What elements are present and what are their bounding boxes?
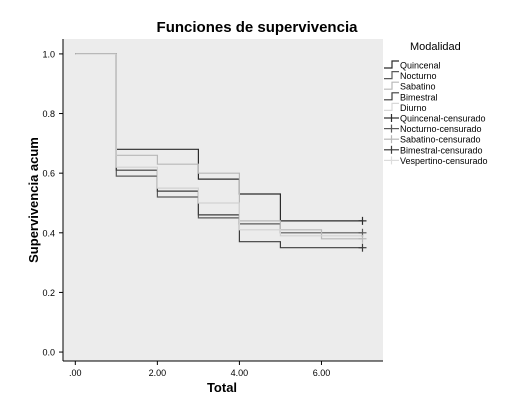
x-tick-label: 6.00 <box>313 368 331 378</box>
y-tick-label: 1.0 <box>42 49 55 59</box>
legend-item: Nocturno-censurado <box>384 124 482 134</box>
y-tick-label: 0.0 <box>42 348 55 358</box>
legend-step-icon <box>384 102 399 111</box>
plot-background <box>63 39 383 361</box>
y-tick-label: 0.4 <box>42 228 55 238</box>
censor-marker-quincenal-censurado <box>358 216 367 225</box>
series-line-diurno <box>75 53 363 237</box>
y-tick-label: 0.8 <box>42 109 55 119</box>
series-lines <box>75 53 363 249</box>
legend-label: Sabatino-censurado <box>400 135 481 145</box>
legend-item: Nocturno <box>384 71 437 81</box>
legend-label: Quincenal-censurado <box>400 114 486 124</box>
legend-item: Vespertino-censurado <box>384 156 488 166</box>
legend-item: Sabatino <box>384 81 436 92</box>
legend-label: Quincenal <box>400 61 441 71</box>
legend-step-icon <box>384 81 399 90</box>
censored-markers <box>358 216 367 252</box>
legend-title: Modalidad <box>410 41 461 53</box>
censor-marker-sabatino-censurado <box>358 234 367 243</box>
x-axis-label: Total <box>207 380 237 395</box>
legend-label: Nocturno <box>400 71 437 81</box>
chart-title: Funciones de supervivencia <box>157 19 359 36</box>
legend-item: Diurno <box>384 102 427 113</box>
series-line-sabatino <box>75 53 363 240</box>
legend-item: Quincenal <box>384 60 441 71</box>
legend-label: Sabatino <box>400 82 436 92</box>
x-tick-label: 2.00 <box>149 368 167 378</box>
legend-label: Diurno <box>400 103 427 113</box>
y-tick-label: 0.2 <box>42 288 55 298</box>
legend-item: Quincenal-censurado <box>384 114 486 124</box>
legend-label: Bimestral-censurado <box>400 145 483 155</box>
y-axis-label: Supervivencia acum <box>26 137 41 263</box>
legend-step-icon <box>384 92 399 101</box>
legend-label: Vespertino-censurado <box>400 156 488 166</box>
y-tick-label: 0.6 <box>42 169 55 179</box>
censor-marker-bimestral-censurado <box>358 243 367 252</box>
legend-label: Nocturno-censurado <box>400 124 482 134</box>
legend-step-icon <box>384 60 399 69</box>
legend-item: Bimestral-censurado <box>384 145 483 155</box>
legend-step-icon <box>384 71 399 80</box>
x-tick-label: 4.00 <box>231 368 249 378</box>
axis-ticks: 0.0 0.2 0.4 0.6 0.8 1.0 .00 2.00 4.00 6.00 <box>42 49 330 378</box>
legend-item: Sabatino-censurado <box>384 135 481 145</box>
legend-label: Bimestral <box>400 92 438 102</box>
x-tick-label: .00 <box>69 368 82 378</box>
legend-item: Bimestral <box>384 92 438 102</box>
legend: QuincenalNocturnoSabatinoBimestralDiurno… <box>384 60 488 166</box>
